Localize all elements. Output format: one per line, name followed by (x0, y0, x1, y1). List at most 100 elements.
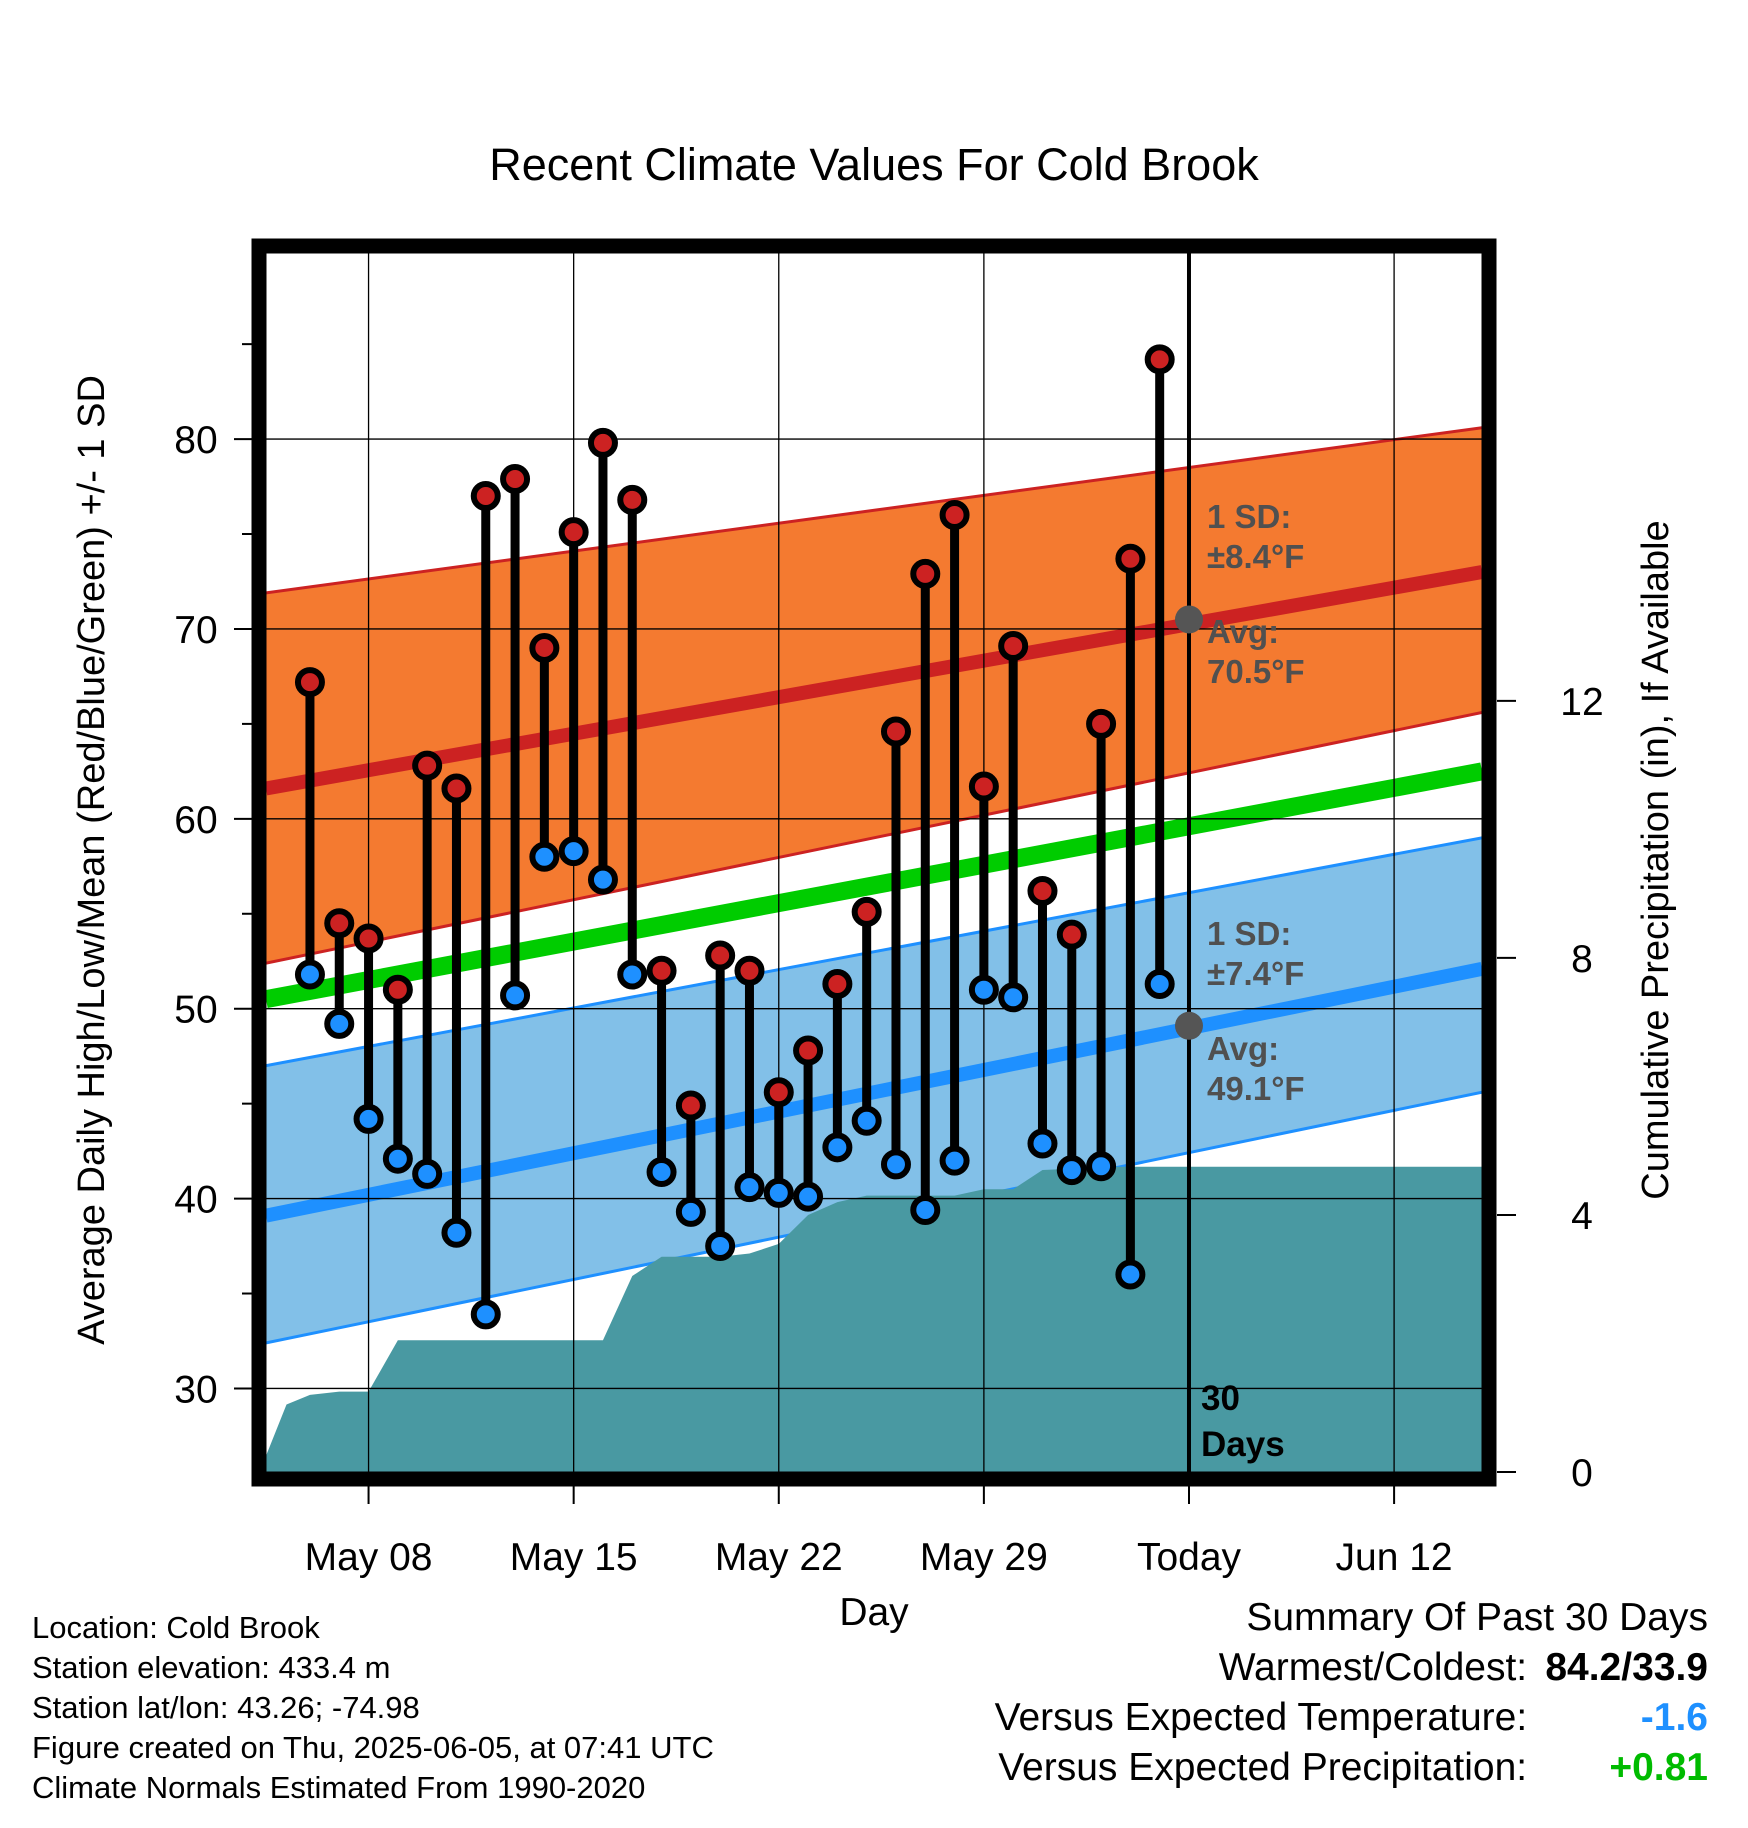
overall-mean-line (266, 762, 1482, 1009)
summary-precip-value: +0.81 (1609, 1746, 1708, 1789)
daily-high-point (470, 481, 501, 512)
y-tick-label: 70 (174, 609, 217, 652)
summary-temp: Versus Expected Temperature: -1.6 (995, 1693, 1708, 1743)
summary-panel: Summary Of Past 30 Days Warmest/Coldest:… (995, 1593, 1708, 1793)
high-avg-heading: Avg: (1207, 613, 1279, 650)
daily-high-point (382, 974, 413, 1005)
today-line-label: 30 Days (1201, 1379, 1285, 1464)
station-info: Location: Cold Brook Station elevation: … (32, 1608, 714, 1808)
daily-low-point (558, 836, 589, 867)
x-tick-label: May 08 (305, 1536, 433, 1579)
low-mean-line (266, 961, 1482, 1223)
y-tick-label: 60 (174, 799, 217, 842)
plot-frame (251, 238, 1497, 1487)
daily-high-point (324, 908, 355, 939)
daily-low-point (412, 1158, 443, 1189)
today-line-label-part: Days (1201, 1425, 1285, 1464)
daily-low-point (968, 974, 999, 1005)
daily-high-point (880, 716, 911, 747)
daily-low-point (705, 1231, 736, 1262)
daily-low-point (324, 1008, 355, 1039)
chart-title: Recent Climate Values For Cold Brook (489, 139, 1259, 190)
daily-high-point (822, 969, 853, 1000)
y-tick-label: 40 (174, 1179, 217, 1222)
daily-low-point (793, 1181, 824, 1212)
y-tick-label: 30 (174, 1368, 217, 1411)
daily-high-point (500, 463, 531, 494)
y-tick-label: 50 (174, 989, 217, 1032)
x-axis-label: Day (839, 1591, 909, 1634)
daily-low-point (470, 1299, 501, 1330)
daily-high-point (705, 940, 736, 971)
daily-low-point (529, 841, 560, 872)
daily-high-point (998, 631, 1029, 662)
daily-low-point (822, 1132, 853, 1163)
daily-high-point (646, 955, 677, 986)
high-lower-edge (266, 711, 1482, 965)
low-avg-value: 49.1°F (1207, 1070, 1305, 1107)
info-created: Figure created on Thu, 2025-06-05, at 07… (32, 1730, 714, 1765)
daily-high-point (441, 773, 472, 804)
daily-low-point (1086, 1151, 1117, 1182)
summary-temp-label: Versus Expected Temperature: (994, 1696, 1528, 1739)
y2-tick-label: 4 (1571, 1195, 1593, 1238)
y2-tick-label: 12 (1560, 681, 1603, 724)
summary-temp-value: -1.6 (1640, 1696, 1708, 1739)
daily-high-point (1056, 919, 1087, 950)
high-upper-edge (266, 426, 1482, 595)
x-tick-label: May 22 (715, 1536, 843, 1579)
summary-warm-cold-value: 84.2/33.9 (1545, 1646, 1708, 1689)
summary-warm-cold: Warmest/Coldest: 84.2/33.9 (995, 1643, 1708, 1693)
today-line-label-part: 30 (1201, 1379, 1240, 1418)
daily-low-point (500, 980, 531, 1011)
daily-high-point (675, 1090, 706, 1121)
high-avg-value: 70.5°F (1207, 653, 1305, 690)
daily-high-point (558, 517, 589, 548)
info-latlon: Station lat/lon: 43.26; -74.98 (32, 1690, 420, 1725)
y-tick-label: 80 (174, 419, 217, 462)
daily-low-point (998, 982, 1029, 1013)
daily-high-point (529, 632, 560, 663)
info-location: Location: Cold Brook (32, 1610, 320, 1645)
daily-low-point (851, 1105, 882, 1136)
daily-high-point (294, 667, 325, 698)
daily-low-point (1027, 1128, 1058, 1159)
x-tick-label: Jun 12 (1336, 1536, 1453, 1579)
daily-low-point (1144, 969, 1175, 1000)
y2-tick-label: 8 (1571, 938, 1593, 981)
low-avg-heading: Avg: (1207, 1030, 1279, 1067)
daily-low-point (675, 1196, 706, 1227)
daily-high-point (353, 923, 384, 954)
daily-high-point (412, 750, 443, 781)
daily-high-point (734, 955, 765, 986)
low-sd-value: ±7.4°F (1207, 955, 1304, 992)
daily-low-point (646, 1156, 677, 1187)
info-elevation: Station elevation: 433.4 m (32, 1650, 391, 1685)
precip-area (266, 1166, 1482, 1472)
daily-high-point (851, 896, 882, 927)
daily-low-point (880, 1149, 911, 1180)
daily-high-point (1115, 543, 1146, 574)
y-axis-label: Average Daily High/Low/Mean (Red/Blue/Gr… (71, 375, 113, 1345)
daily-low-point (734, 1172, 765, 1203)
low-upper-edge (266, 836, 1482, 1068)
summary-precip: Versus Expected Precipitation: +0.81 (995, 1743, 1708, 1793)
daily-low-point (1056, 1155, 1087, 1186)
daily-low-point (441, 1217, 472, 1248)
daily-low-point (939, 1145, 970, 1176)
daily-low-point (910, 1194, 941, 1225)
daily-low-point (353, 1103, 384, 1134)
daily-high-point (1144, 344, 1175, 375)
high-avg-value-unit: °F (1271, 653, 1304, 690)
daily-high-point (968, 771, 999, 802)
daily-high-point (617, 484, 648, 515)
daily-low-point (587, 864, 618, 895)
x-tick-label: Today (1137, 1536, 1242, 1579)
x-tick-label: May 15 (510, 1536, 638, 1579)
high-sd-value-unit: °F (1271, 538, 1304, 575)
daily-high-point (910, 558, 941, 589)
high-mean-line (266, 565, 1482, 796)
y2-axis-label: Cumulative Precipitation (in), If Availa… (1635, 520, 1677, 1199)
summary-warm-cold-label: Warmest/Coldest: (1218, 1646, 1528, 1689)
